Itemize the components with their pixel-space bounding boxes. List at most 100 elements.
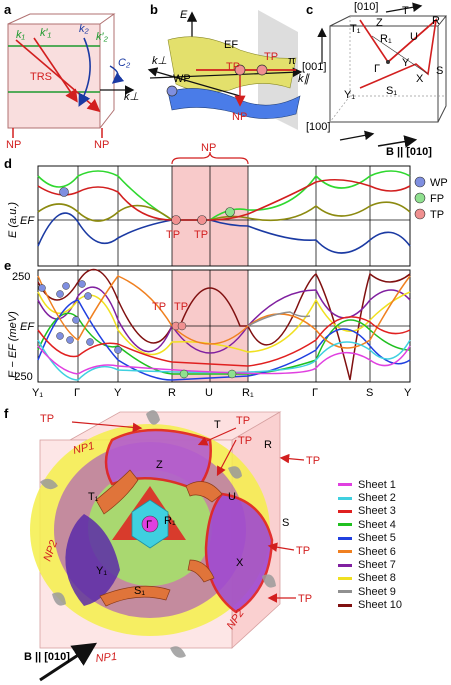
ef-tick-d: EF (20, 215, 35, 227)
trs-label: TRS (30, 71, 52, 83)
xtick-Y1: Y₁ (32, 387, 43, 399)
sheet-legend-swatch (338, 523, 352, 527)
kperp-label-a: k⊥ (124, 91, 139, 103)
legend-wp-marker (414, 176, 426, 188)
tp-marker-e-2 (177, 321, 187, 331)
np-bracket-d (171, 151, 249, 165)
legend-tp-marker (414, 208, 426, 220)
legend-fp-label: FP (430, 193, 444, 205)
legend-tp-label: TP (430, 209, 444, 221)
f-label-R1: R₁ (164, 515, 176, 527)
f-label-np1-left: NP1 (72, 440, 96, 457)
wp-markers-e (38, 280, 122, 354)
band-red-d (37, 178, 411, 221)
tp-label-e-2: TP (174, 301, 188, 313)
panel-d-label: d (4, 156, 12, 171)
tp-marker-b-2 (256, 64, 268, 76)
panel-b: b E EF WP TP TP NP π k∥ k⊥ (147, 2, 311, 130)
sheet-legend-item: Sheet 6 (338, 545, 448, 558)
tp-label-b-right: TP (264, 51, 278, 63)
field-arrow-c (377, 135, 418, 148)
c2-rotation-icon (109, 65, 125, 84)
np-label-a-right: NP (94, 139, 109, 151)
kperp-label-b: k⊥ (152, 55, 167, 67)
band-sheet10-e (37, 269, 411, 381)
band-blue-d (37, 212, 411, 254)
kpar-label-b: k∥ (298, 73, 311, 85)
sheet-legend-label: Sheet 3 (358, 505, 396, 518)
k2-label: k₂ (79, 23, 90, 35)
wp-marker-d (59, 187, 69, 197)
tp-marker-d-2 (197, 215, 207, 225)
sheet-legend-swatch (338, 576, 352, 580)
panel-e: e TP TP E − EF (meV) (4, 258, 412, 399)
sheet-legend-swatch (338, 590, 352, 594)
xtick-R: R (168, 387, 176, 399)
field-arrow-f (39, 642, 98, 682)
bz-point-X: X (416, 73, 424, 85)
sheet-legend-swatch (338, 509, 352, 513)
panel-d: d NP TP TP E (a.u.) EF WP FP TP (4, 142, 448, 267)
axis-010-arrow (385, 2, 423, 13)
sheet-legend-item: Sheet 10 (338, 599, 448, 612)
tp-arrow-top1 (197, 427, 237, 446)
sheet-legend-label: Sheet 5 (358, 532, 396, 545)
f-label-tp-right: TP (306, 455, 320, 467)
sheet-legend-label: Sheet 7 (358, 559, 396, 572)
f-label-S1: S₁ (134, 585, 145, 597)
xtick-Gamma-1: Γ (74, 387, 80, 399)
np-label-b: NP (232, 111, 247, 123)
band-sheet4-e (37, 312, 411, 375)
tp-arrow-top2 (216, 439, 237, 477)
sheet-legend-item: Sheet 4 (338, 518, 448, 531)
sheet-legend-label: Sheet 4 (358, 518, 396, 531)
band-sheet6-e (37, 275, 411, 349)
xtick-Gamma-2: Γ (312, 387, 318, 399)
sheet-legend-swatch (338, 603, 352, 607)
k2p-label: k′₂ (96, 31, 109, 43)
f-label-tp-top1: TP (236, 415, 250, 427)
tp-label-d-2: TP (194, 229, 208, 241)
f-label-S: S (282, 517, 289, 529)
fp-marker-d (225, 207, 235, 217)
f-label-R: R (264, 439, 272, 451)
fp-marker-e-1 (179, 369, 189, 379)
sheet-legend-item: Sheet 2 (338, 491, 448, 504)
f-label-tp-mid: TP (296, 545, 310, 557)
c2-label: C₂ (118, 57, 131, 69)
band-sheet5-e (37, 299, 411, 381)
energy-label-b: E (180, 9, 188, 21)
panel-f: f TP T (4, 406, 320, 682)
f-label-Z: Z (156, 459, 163, 471)
sheet-legend-label: Sheet 6 (358, 545, 396, 558)
field-label-f: B || [010] (24, 651, 70, 663)
lower-band-surface (167, 88, 301, 119)
sheet-legend-item: Sheet 9 (338, 585, 448, 598)
xtick-Y: Y (114, 387, 122, 399)
bz-point-T: T (402, 5, 409, 17)
box-edges-a (7, 13, 116, 129)
pi-label-b: π (288, 55, 296, 67)
trs-arrow-2 (33, 37, 78, 103)
ef-label-b: EF (224, 39, 238, 51)
f-label-U: U (228, 491, 236, 503)
sheet-legend-item: Sheet 3 (338, 505, 448, 518)
f-label-T1: T₁ (88, 491, 99, 503)
tp-label-d-1: TP (166, 229, 180, 241)
bz-point-R1: R₁ (380, 33, 392, 45)
band-sheet1-e (37, 345, 411, 375)
c2-arrow (78, 37, 91, 107)
sheet-legend-swatch (338, 483, 352, 487)
legend-wp-label: WP (430, 177, 448, 189)
ytick-e-bottom: −250 (8, 371, 33, 383)
panel-f-label: f (4, 406, 9, 421)
xtick-R1: R₁ (242, 387, 254, 399)
sheet-legend-swatch (338, 563, 352, 567)
ylabel-d: E (a.u.) (7, 202, 19, 238)
f-label-X: X (236, 557, 244, 569)
tp-label-b-left: TP (226, 61, 240, 73)
band-sheet9-e (247, 311, 311, 327)
axis-001-label: [001] (302, 61, 326, 73)
tp-marker-b-1 (234, 64, 246, 76)
